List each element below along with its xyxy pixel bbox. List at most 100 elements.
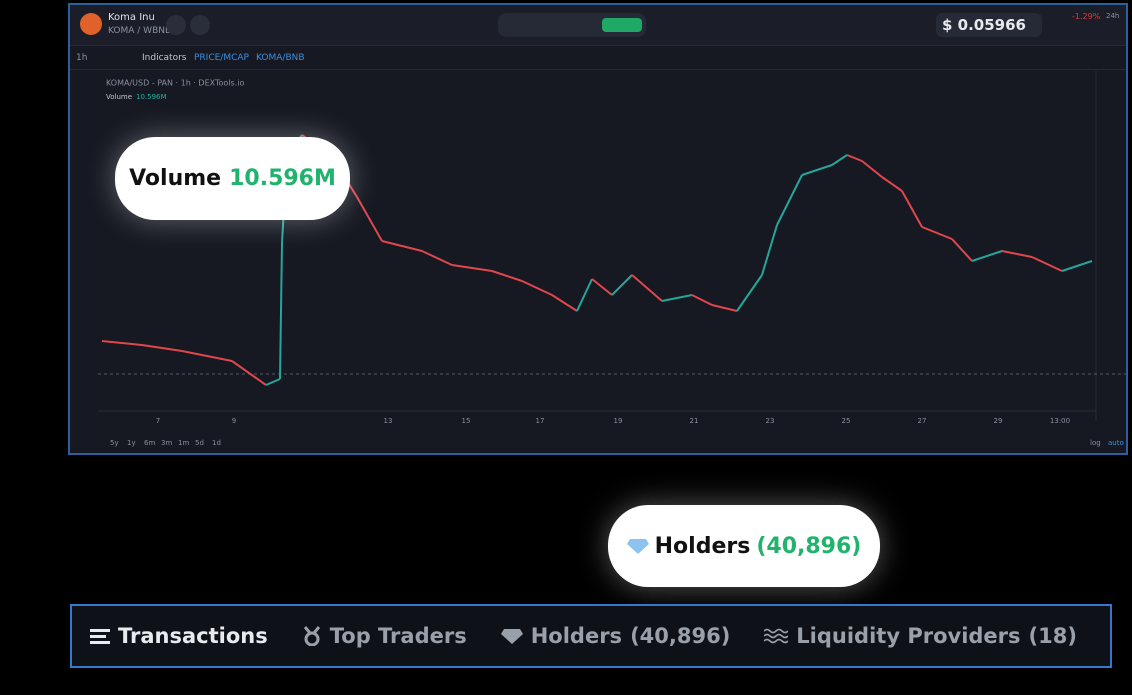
tab[interactable]: Top Traders [302,624,467,648]
pair-toggle[interactable]: KOMA/BNB [256,53,305,63]
price-mcap-toggle[interactable]: PRICE/MCAP [194,53,249,63]
range-button[interactable]: 5d [195,439,204,447]
price-change: -1.29% [1072,12,1101,21]
trace-segment [381,240,423,252]
callout-label: Volume [129,166,222,191]
interval-button[interactable]: 1h [76,53,88,63]
callout-value: 10.596M [229,166,336,191]
range-button[interactable]: 3m [161,439,172,447]
trace-segment [901,190,923,228]
waves-icon [764,628,789,644]
trace-segment [861,160,883,178]
trace-segment [101,340,143,346]
x-axis-label: 23 [766,417,775,425]
range-button[interactable]: 1y [127,439,136,447]
trace-segment [951,238,973,262]
trace-segment [611,274,633,296]
change-period: 24h [1106,12,1120,20]
trace-segment [711,304,738,312]
trace-segment [279,242,283,380]
x-axis-label: 13:00 [1050,417,1070,425]
tab[interactable]: Holders (40,896) [500,624,731,648]
chart-legend: KOMA/USD - PAN · 1h · DEXTools.io [106,79,244,88]
price-box: $ 0.05966 [936,13,1042,37]
x-axis-label: 7 [156,417,160,425]
tab-label: Top Traders [329,624,467,648]
trace-segment [881,176,903,192]
trace-segment [761,224,778,276]
price: $ 0.05966 [942,16,1026,34]
volume-legend-label: Volume [106,93,132,101]
medal-icon [303,626,320,646]
trace-segment [576,278,593,312]
x-axis-label: 19 [614,417,623,425]
tab-label: Transactions [118,624,268,648]
price-chart: KOMA/USD - PAN · 1h · DEXTools.io Volume… [74,71,1126,453]
drawing-tools [74,71,98,453]
list-icon [90,629,110,644]
range-button[interactable]: 6m [144,439,155,447]
token-icon [80,13,102,35]
x-axis-label: 13 [384,417,393,425]
trace-segment [776,174,803,226]
volume-legend-value: 10.596M [136,93,167,101]
callout-label: Holders [654,533,751,559]
trace-segment [846,154,863,162]
range-button[interactable]: 5y [110,439,119,447]
trace-segment [921,226,953,240]
auto-toggle[interactable]: auto [1108,439,1124,447]
tab-count: (18) [1028,624,1077,648]
audit-badge[interactable] [602,18,642,32]
trace-segment [231,360,267,386]
trace-segment [491,270,523,282]
holders-callout: Holders (40,896) [608,505,880,587]
trace-segment [265,378,281,386]
diamond-icon [626,539,649,554]
trace-segment [631,274,663,302]
trace-segment [421,250,453,266]
trace-segment [591,278,613,296]
tab[interactable]: Liquidity Providers (18) [764,624,1077,648]
trace-segment [1061,260,1093,272]
trace-segment [551,294,578,312]
x-axis-label: 17 [536,417,545,425]
trace-segment [141,344,183,352]
favorite-button[interactable] [166,15,186,35]
token-name: Koma Inu [108,12,155,23]
volume-callout: Volume 10.596M [115,137,350,220]
trace-segment [971,250,1003,262]
x-axis-label: 15 [462,417,471,425]
log-toggle[interactable]: log [1090,439,1101,447]
indicators-button[interactable]: Indicators [142,53,187,63]
x-axis-label: 29 [994,417,1003,425]
diamond-icon [500,629,523,644]
tab-label: Liquidity Providers [796,624,1021,648]
tab-label: Holders [530,624,623,648]
range-button[interactable]: 1m [178,439,189,447]
trace-segment [661,294,693,302]
x-axis-label: 25 [842,417,851,425]
trace-segment [1031,256,1063,272]
trace-segment [451,264,493,272]
trace-segment [1001,250,1033,258]
tab[interactable]: Transactions [90,624,268,648]
token-header: Koma Inu KOMA / WBNB $ 0.05966 -1.29% 24… [70,5,1126,46]
trace-segment [691,294,713,306]
tab-count: (40,896) [630,624,731,648]
share-button[interactable] [190,15,210,35]
callout-value: (40,896) [756,533,862,559]
x-axis-label: 27 [918,417,927,425]
tab-bar: Transactions Top Traders Holders (40,896)… [70,604,1112,668]
range-button[interactable]: 1d [212,439,221,447]
trace-segment [831,154,848,166]
trace-segment [736,274,763,312]
trace-segment [181,350,233,362]
chart-toolbar: 1h Indicators PRICE/MCAP KOMA/BNB [70,49,1126,70]
x-axis-label: 21 [690,417,699,425]
chart-panel: Koma Inu KOMA / WBNB $ 0.05966 -1.29% 24… [68,3,1128,455]
social-links [498,13,646,37]
token-pair: KOMA / WBNB [108,26,172,36]
x-axis-label: 9 [232,417,236,425]
trace-segment [356,196,383,242]
